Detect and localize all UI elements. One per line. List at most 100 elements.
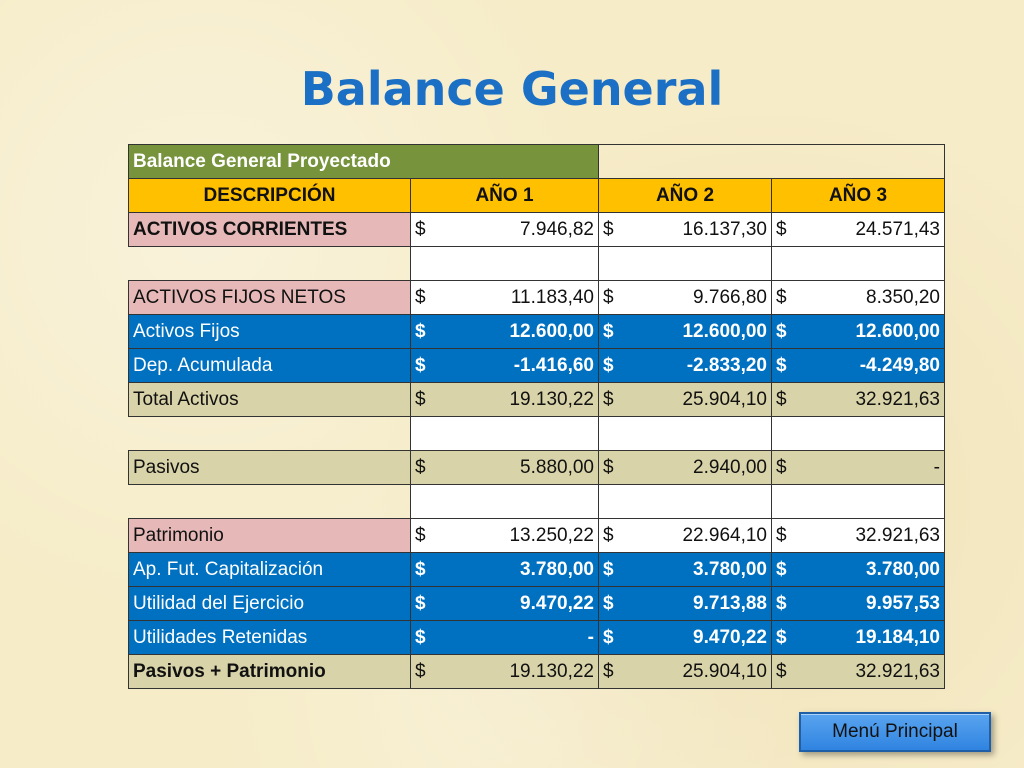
main-menu-button[interactable]: Menú Principal xyxy=(799,712,991,752)
currency-symbol: $ xyxy=(776,558,787,580)
row-label: Pasivos xyxy=(128,450,411,485)
value-cell-year-3: $12.600,00 xyxy=(771,314,945,349)
currency-symbol: $ xyxy=(603,558,614,580)
value-cell-year-1 xyxy=(410,246,599,281)
header-year-2: AÑO 2 xyxy=(598,178,772,213)
currency-symbol: $ xyxy=(415,320,426,342)
table-row: Utilidades Retenidas $ - $9.470,22 $19.184,1… xyxy=(128,620,945,655)
value-cell-year-2 xyxy=(598,484,772,519)
currency-symbol: $ xyxy=(415,524,426,546)
currency-symbol: $ xyxy=(603,286,614,308)
amount-value: 19.130,22 xyxy=(509,388,594,410)
value-cell-year-3: $19.184,10 xyxy=(771,620,945,655)
amount-value: 3.780,00 xyxy=(693,558,767,580)
currency-symbol: $ xyxy=(415,558,426,580)
amount-value: 32.921,63 xyxy=(855,524,940,546)
currency-symbol: $ xyxy=(415,660,426,682)
table-row: Total Activos $19.130,22 $25.904,10 $32.921… xyxy=(128,382,945,417)
value-cell-year-1: $ - xyxy=(410,620,599,655)
amount-value: -1.416,60 xyxy=(513,354,594,376)
value-cell-year-1: $7.946,82 xyxy=(410,212,599,247)
amount-value: 19.130,22 xyxy=(509,660,594,682)
amount-value: -4.249,80 xyxy=(859,354,940,376)
header-year-3: AÑO 3 xyxy=(771,178,945,213)
amount-value: - xyxy=(587,626,594,648)
currency-symbol: $ xyxy=(776,388,787,410)
row-label: Utilidades Retenidas xyxy=(128,620,411,655)
value-cell-year-1 xyxy=(410,484,599,519)
amount-value: -2.833,20 xyxy=(686,354,767,376)
header-row: DESCRIPCIÓN AÑO 1 AÑO 2 AÑO 3 xyxy=(128,178,945,213)
amount-value: 9.470,22 xyxy=(520,592,594,614)
amount-value: 12.600,00 xyxy=(509,320,594,342)
row-label xyxy=(128,484,411,519)
header-description: DESCRIPCIÓN xyxy=(128,178,411,213)
value-cell-year-1: $11.183,40 xyxy=(410,280,599,315)
value-cell-year-2: $25.904,10 xyxy=(598,654,772,689)
table-row: Patrimonio $13.250,22 $22.964,10 $32.921,63 xyxy=(128,518,945,553)
currency-symbol: $ xyxy=(603,592,614,614)
currency-symbol: $ xyxy=(776,626,787,648)
table-row: Dep. Acumulada $ -1.416,60 $ -2.833,20 $ -4.24… xyxy=(128,348,945,383)
currency-symbol: $ xyxy=(776,320,787,342)
currency-symbol: $ xyxy=(603,456,614,478)
value-cell-year-3 xyxy=(771,484,945,519)
value-cell-year-2: $ -2.833,20 xyxy=(598,348,772,383)
header-year-1: AÑO 1 xyxy=(410,178,599,213)
value-cell-year-1: $19.130,22 xyxy=(410,654,599,689)
amount-value: 9.713,88 xyxy=(693,592,767,614)
row-label: Pasivos + Patrimonio xyxy=(128,654,411,689)
value-cell-year-1: $ -1.416,60 xyxy=(410,348,599,383)
value-cell-year-2: $2.940,00 xyxy=(598,450,772,485)
value-cell-year-3: $3.780,00 xyxy=(771,552,945,587)
amount-value: 22.964,10 xyxy=(682,524,767,546)
value-cell-year-2 xyxy=(598,416,772,451)
table-row: Pasivos $5.880,00 $2.940,00 $ - xyxy=(128,450,945,485)
table-caption: Balance General Proyectado xyxy=(128,144,599,179)
value-cell-year-1: $5.880,00 xyxy=(410,450,599,485)
value-cell-year-2: $9.766,80 xyxy=(598,280,772,315)
amount-value: 3.780,00 xyxy=(866,558,940,580)
caption-row: Balance General Proyectado xyxy=(128,144,945,179)
row-label: Total Activos xyxy=(128,382,411,417)
value-cell-year-3: $24.571,43 xyxy=(771,212,945,247)
value-cell-year-1 xyxy=(410,416,599,451)
currency-symbol: $ xyxy=(415,456,426,478)
amount-value: - xyxy=(933,456,940,478)
table-row: ACTIVOS CORRIENTES $7.946,82 $16.137,30 $24… xyxy=(128,212,945,247)
value-cell-year-3: $32.921,63 xyxy=(771,654,945,689)
amount-value: 12.600,00 xyxy=(855,320,940,342)
currency-symbol: $ xyxy=(776,218,787,240)
currency-symbol: $ xyxy=(415,388,426,410)
amount-value: 8.350,20 xyxy=(866,286,940,308)
value-cell-year-3: $9.957,53 xyxy=(771,586,945,621)
table-row xyxy=(128,484,945,519)
amount-value: 12.600,00 xyxy=(682,320,767,342)
table-row: ACTIVOS FIJOS NETOS $11.183,40 $9.766,80 $8… xyxy=(128,280,945,315)
currency-symbol: $ xyxy=(776,456,787,478)
amount-value: 32.921,63 xyxy=(855,660,940,682)
slide-title: Balance General xyxy=(300,62,724,116)
value-cell-year-3: $8.350,20 xyxy=(771,280,945,315)
amount-value: 25.904,10 xyxy=(682,388,767,410)
value-cell-year-2 xyxy=(598,246,772,281)
value-cell-year-3: $ -4.249,80 xyxy=(771,348,945,383)
amount-value: 32.921,63 xyxy=(855,388,940,410)
table-row xyxy=(128,416,945,451)
amount-value: 24.571,43 xyxy=(855,218,940,240)
amount-value: 25.904,10 xyxy=(682,660,767,682)
value-cell-year-2: $22.964,10 xyxy=(598,518,772,553)
value-cell-year-1: $9.470,22 xyxy=(410,586,599,621)
value-cell-year-2: $9.470,22 xyxy=(598,620,772,655)
amount-value: 9.766,80 xyxy=(693,286,767,308)
row-label: Patrimonio xyxy=(128,518,411,553)
balance-table: Balance General Proyectado DESCRIPCIÓN A… xyxy=(128,144,945,689)
table-row: Utilidad del Ejercicio $9.470,22 $9.713,88… xyxy=(128,586,945,621)
amount-value: 9.470,22 xyxy=(693,626,767,648)
value-cell-year-2: $16.137,30 xyxy=(598,212,772,247)
currency-symbol: $ xyxy=(603,354,614,376)
row-label: Utilidad del Ejercicio xyxy=(128,586,411,621)
value-cell-year-3 xyxy=(771,416,945,451)
currency-symbol: $ xyxy=(603,626,614,648)
currency-symbol: $ xyxy=(603,524,614,546)
